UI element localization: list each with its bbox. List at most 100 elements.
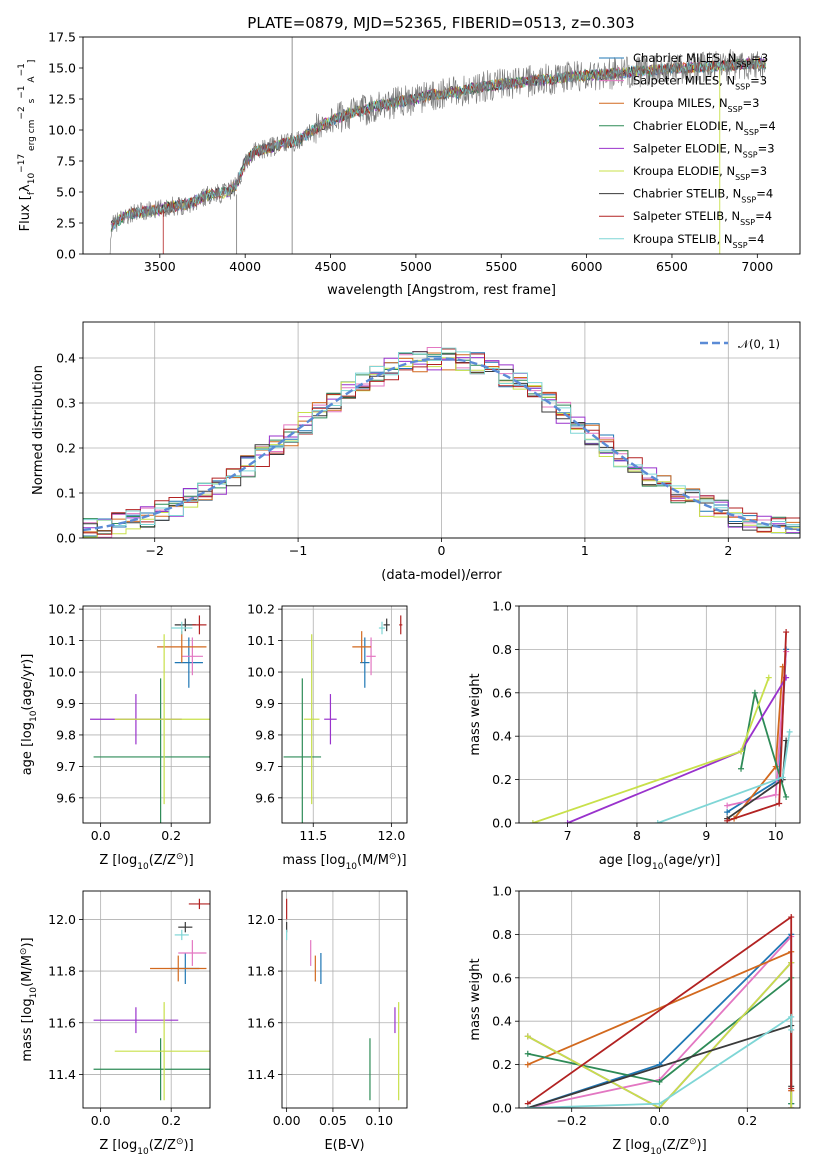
weight-line <box>527 1015 793 1108</box>
age_vs_mass-ytick-label: 10.0 <box>247 665 275 680</box>
histogram-step <box>83 347 800 530</box>
age_vs_Z-ytick-label: 10.2 <box>48 602 76 617</box>
age_vs_Z-ytick-label: 9.7 <box>56 759 76 774</box>
weight_vs_age-ytick-label: 0.4 <box>492 729 512 744</box>
weight_vs_Z-ytick-label: 0.6 <box>492 970 512 985</box>
weight_vs_age-ytick-label: 0.0 <box>492 816 512 831</box>
spectrum-xtick-label: 7000 <box>741 259 773 274</box>
spectrum-xtick-label: 5000 <box>400 259 432 274</box>
legend-label: Kroupa STELIB, NSSP=4 <box>633 232 764 250</box>
weight-point-marker <box>788 1013 795 1020</box>
residuals-ytick-label: 0.3 <box>56 396 76 411</box>
weight_vs_Z-xtick-label: 0.0 <box>650 1113 670 1128</box>
age_vs_mass-ytick-label: 9.6 <box>255 790 275 805</box>
weight-point-marker <box>524 1061 531 1068</box>
mass_vs_ebv-ytick-label: 11.8 <box>247 964 275 979</box>
age_vs_Z-xtick-label: 0.0 <box>91 828 111 843</box>
weight-point-marker <box>788 1085 795 1092</box>
weight-point-marker <box>786 728 793 735</box>
residuals-ytick-label: 0.2 <box>56 441 76 456</box>
mass_vs_ebv-plot-area <box>286 898 400 1101</box>
weight_vs_age-plot-area <box>529 629 793 823</box>
chart-layer: 3500 4000 4500 5000 5500 6000 6500 7000 0.0 2.5 5.… <box>17 30 801 1157</box>
spectrum-xtick-label: 5500 <box>485 259 517 274</box>
residuals-xtick-label: 2 <box>724 543 732 558</box>
legend-label: Chabrier ELODIE, NSSP=4 <box>633 119 776 137</box>
mass_vs_ebv-xtick-label: 0.05 <box>319 1113 347 1128</box>
residuals-axes: −2 −1 0 1 2 0.0 0.1 0.2 0.3 0.4 (data-model)/error… <box>31 321 801 583</box>
weight-point-marker <box>783 629 790 636</box>
residuals-plot-area <box>83 347 800 538</box>
spectrum-ytick-label: 15.0 <box>48 61 76 76</box>
mass_vs_Z-frame <box>82 890 211 1109</box>
weight-point-marker <box>738 748 745 755</box>
spectrum-ytick-label: 17.5 <box>48 30 76 45</box>
mass-Z-ylabel: mass [log10(M/M⊙)] <box>19 937 39 1061</box>
weight_vs_age-xtick-label: 9 <box>702 828 710 843</box>
spectrum-axes: 3500 4000 4500 5000 5500 6000 6500 7000 0.0 2.5 5.… <box>17 30 801 298</box>
weight-point-marker <box>724 809 731 816</box>
mass_vs_Z-xtick-label: 0.2 <box>161 1113 181 1128</box>
age_vs_mass-ytick-label: 10.2 <box>247 602 275 617</box>
spectrum-plot-area <box>108 37 767 254</box>
spectrum-legend: Chabrier MILES, NSSP=3 Salpeter MILES, NS… <box>599 51 776 249</box>
mass_vs_ebv-axes: 0.00 0.05 0.10 11.4 11.6 11.8 12.0 E(B-V) <box>247 890 408 1153</box>
age-Z-ylabel: age [log10(age/yr)] <box>20 654 39 776</box>
spectrum-ytick-label: 12.5 <box>48 92 76 107</box>
spectrum-xtick-label: 4500 <box>315 259 347 274</box>
legend-label: Salpeter ELODIE, NSSP=3 <box>633 141 775 159</box>
weight_vs_age-ytick-label: 0.2 <box>492 772 512 787</box>
mass_vs_ebv-ytick-label: 11.4 <box>247 1067 275 1082</box>
weight-point-marker <box>783 793 790 800</box>
legend-label: Chabrier MILES, NSSP=3 <box>633 51 768 69</box>
mass_vs_Z-ytick-label: 11.8 <box>48 964 76 979</box>
spectrum-ytick-label: 0.0 <box>56 247 76 262</box>
weight-point-marker <box>779 774 786 781</box>
age_vs_Z-ytick-label: 9.8 <box>56 727 76 742</box>
residuals-xlabel: (data-model)/error <box>381 568 502 583</box>
mass_vs_Z-axes: 0.0 0.2 11.4 11.6 11.8 12.0 Z [log10(Z/Z⊙)] mas… <box>19 890 211 1157</box>
mass-ebv-xlabel: E(B-V) <box>324 1138 364 1153</box>
legend-label: Kroupa MILES, NSSP=3 <box>633 96 759 114</box>
age_vs_mass-frame <box>281 605 408 824</box>
weight-point-marker <box>724 802 731 809</box>
weight_vs_age-frame <box>518 605 801 824</box>
weight_vs_Z-ytick-label: 0.4 <box>492 1014 512 1029</box>
age_vs_mass-plot-area <box>283 615 403 823</box>
weight_vs_age-xtick-label: 10 <box>768 828 784 843</box>
mass_vs_ebv-xtick-label: 0.10 <box>365 1113 393 1128</box>
weight_vs_Z-frame <box>518 890 801 1109</box>
spectrum-ylabel: Flux [fλ10−17 erg cm−2 s−1 A−1] <box>17 60 37 232</box>
figure-title: PLATE=0879, MJD=52365, FIBERID=0513, z=0… <box>247 14 634 32</box>
weight-point-marker <box>788 914 795 921</box>
mass_vs_Z-ytick-label: 12.0 <box>48 912 76 927</box>
residuals-ylabel: Normed distribution <box>31 365 46 495</box>
mass_vs_Z-ytick-label: 11.6 <box>48 1015 76 1030</box>
age_vs_Z-frame <box>82 605 211 824</box>
data-spectrum-line <box>108 48 766 254</box>
weight_vs_age-ytick-label: 0.6 <box>492 685 512 700</box>
age-mass-xlabel: mass [log10(M/M⊙)] <box>282 852 406 872</box>
weight-Z-xlabel: Z [log10(Z/Z⊙)] <box>612 1137 706 1157</box>
spectrum-xtick-label: 4000 <box>229 259 261 274</box>
legend-label: Salpeter MILES, NSSP=3 <box>633 74 767 92</box>
weight_vs_age-ylabel: mass weight <box>468 673 483 755</box>
age_vs_mass-ytick-label: 9.8 <box>255 727 275 742</box>
mass_vs_ebv-xtick-label: 0.00 <box>273 1113 301 1128</box>
weight-point-marker <box>772 791 779 798</box>
age_vs_Z-ytick-label: 10.0 <box>48 665 76 680</box>
weight_vs_age-ytick-label: 1.0 <box>492 599 512 614</box>
spectrum-ytick-label: 5.0 <box>56 185 76 200</box>
spectrum-xtick-label: 6000 <box>571 259 603 274</box>
weight-point-marker <box>751 689 758 696</box>
weight-point-marker <box>788 1026 795 1033</box>
age_vs_mass-ytick-label: 10.1 <box>247 633 275 648</box>
age_vs_Z-xtick-label: 0.2 <box>161 828 181 843</box>
age_vs_Z-ytick-label: 9.6 <box>56 790 76 805</box>
weight-point-marker <box>776 800 783 807</box>
residuals-ytick-label: 0.1 <box>56 486 76 501</box>
age-Z-xlabel: Z [log10(Z/Z⊙)] <box>99 852 193 872</box>
weight_vs_age-axes: 7 8 9 10 0.0 0.2 0.4 0.6 0.8 1.0 age [log10(age/yr… <box>468 599 801 872</box>
weight-point-marker <box>524 1105 531 1108</box>
